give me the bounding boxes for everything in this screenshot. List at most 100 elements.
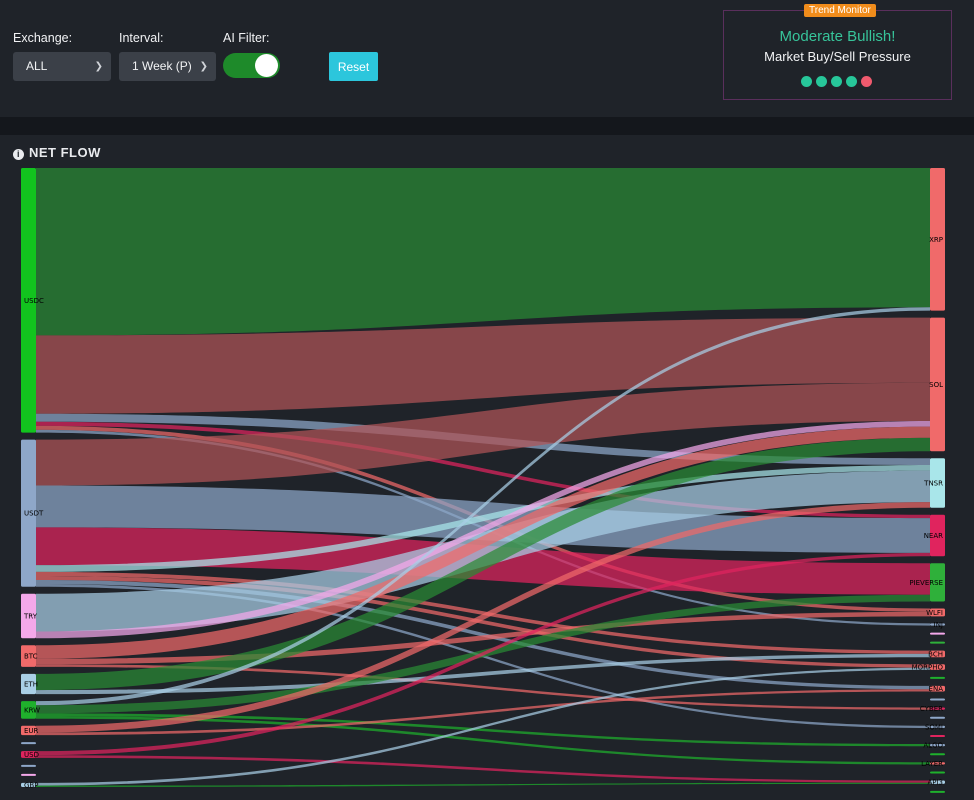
source-node-unlabeled[interactable]	[21, 764, 36, 767]
target-node-algo[interactable]	[930, 744, 945, 747]
ai-filter-toggle[interactable]	[223, 53, 280, 78]
flow-btc-cyber[interactable]	[36, 664, 930, 710]
flow-usd-near[interactable]	[36, 552, 930, 756]
source-node-try[interactable]	[21, 593, 36, 639]
flow-krw-algo[interactable]	[36, 713, 930, 747]
target-node-near[interactable]	[930, 514, 945, 557]
interval-label: Interval:	[119, 31, 164, 45]
flow-usdc-near[interactable]	[36, 421, 930, 519]
pressure-dot	[861, 76, 872, 87]
trend-subtitle: Market Buy/Sell Pressure	[764, 49, 911, 64]
target-node-unlabeled[interactable]	[930, 771, 945, 774]
source-node-krw[interactable]	[21, 701, 36, 719]
node-label: SOMI	[925, 723, 943, 731]
flow-eth-sol[interactable]	[36, 437, 930, 691]
target-node-unlabeled[interactable]	[930, 641, 945, 644]
flow-nodes: USDC USDT TRY BTC ETH KRW EUR USD GBP XRP SOL TNSR N…	[21, 168, 945, 793]
node-label: INJ	[934, 621, 943, 629]
node-label: ENA	[929, 685, 944, 693]
flow-krw-layer[interactable]	[36, 716, 930, 765]
target-node-unlabeled[interactable]	[930, 632, 945, 635]
flow-btc-wlfi[interactable]	[36, 611, 930, 665]
source-node-unlabeled[interactable]	[21, 742, 36, 745]
flow-usdt-sol[interactable]	[36, 382, 930, 486]
flow-usdc-xrp[interactable]	[36, 168, 930, 336]
flow-usdt-bch[interactable]	[36, 571, 930, 654]
source-node-usdt[interactable]	[21, 439, 36, 587]
source-node-gbp[interactable]	[21, 782, 36, 787]
target-node-pieverse[interactable]	[930, 563, 945, 602]
flow-try-sol[interactable]	[36, 420, 930, 639]
node-label: ETH	[24, 681, 38, 689]
node-label: USDT	[24, 510, 44, 518]
interval-select[interactable]: 1 Week (P) ❯	[119, 52, 216, 81]
flow-eth-bch[interactable]	[36, 653, 930, 695]
target-node-bch[interactable]	[930, 650, 945, 658]
exchange-select-value: ALL	[26, 59, 48, 73]
node-label: LAYER	[921, 760, 943, 768]
panel-title-text: NET FLOW	[29, 145, 101, 160]
chevron-down-icon: ❯	[94, 61, 103, 72]
node-label: XRP	[929, 236, 943, 244]
source-node-usdc[interactable]	[21, 168, 36, 433]
node-label: API3	[927, 779, 943, 787]
node-label: USD	[24, 751, 39, 759]
pressure-dot	[831, 76, 842, 87]
target-node-wlfi[interactable]	[930, 608, 945, 617]
target-node-unlabeled[interactable]	[930, 790, 945, 793]
flow-krw-xrp[interactable]	[36, 307, 930, 706]
trend-title: Moderate Bullish!	[779, 28, 896, 45]
target-node-unlabeled[interactable]	[930, 698, 945, 701]
target-node-sol[interactable]	[930, 317, 945, 452]
flow-usdt-tnsr[interactable]	[36, 465, 930, 572]
flow-gbp-api3[interactable]	[36, 782, 930, 787]
flow-gbp-morpho[interactable]	[36, 667, 930, 786]
node-label: PIEVERSE	[909, 579, 943, 587]
target-node-unlabeled[interactable]	[930, 676, 945, 679]
node-label: EUR	[24, 727, 39, 735]
source-node-eur[interactable]	[21, 725, 36, 736]
target-node-ena[interactable]	[930, 685, 945, 692]
flow-usdc-sol[interactable]	[36, 317, 930, 414]
flow-usd-api3[interactable]	[36, 755, 930, 783]
info-icon[interactable]: i	[13, 149, 24, 160]
node-label: ALGO	[923, 742, 943, 750]
target-node-inj[interactable]	[930, 623, 945, 626]
target-node-tnsr[interactable]	[930, 458, 945, 508]
flow-eur-tnsr[interactable]	[36, 502, 930, 733]
target-node-unlabeled[interactable]	[930, 735, 945, 738]
panel-title: i NET FLOW	[13, 145, 101, 160]
node-label: CYBER	[920, 705, 943, 713]
flow-btc-sol[interactable]	[36, 426, 930, 659]
target-node-unlabeled[interactable]	[930, 716, 945, 719]
ai-filter-label: AI Filter:	[223, 31, 270, 45]
target-node-xrp[interactable]	[930, 168, 945, 311]
exchange-label: Exchange:	[13, 31, 73, 45]
flow-usdt-morpho[interactable]	[36, 575, 930, 668]
target-node-cyber[interactable]	[930, 707, 945, 710]
source-node-usd[interactable]	[21, 751, 36, 758]
flow-usdt-ena[interactable]	[36, 580, 930, 690]
node-label: WLFI	[926, 609, 943, 617]
pressure-dot	[801, 76, 812, 87]
toggle-knob	[255, 54, 278, 77]
node-label: GBP	[24, 781, 38, 789]
source-node-unlabeled[interactable]	[21, 773, 36, 776]
source-node-eth[interactable]	[21, 673, 36, 695]
reset-button[interactable]: Reset	[329, 52, 378, 81]
flow-eur-ena[interactable]	[36, 689, 930, 736]
node-label: NEAR	[924, 532, 943, 540]
target-node-somi[interactable]	[930, 725, 945, 729]
source-node-btc[interactable]	[21, 645, 36, 667]
node-label: TRY	[23, 613, 38, 621]
exchange-select[interactable]: ALL ❯	[13, 52, 111, 81]
target-node-morpho[interactable]	[930, 664, 945, 670]
target-node-api3[interactable]	[930, 780, 945, 784]
pressure-dots	[801, 74, 876, 92]
chevron-down-icon: ❯	[199, 61, 208, 72]
target-node-layer[interactable]	[930, 762, 945, 765]
flow-try-tnsr[interactable]	[36, 470, 930, 632]
node-label: USDC	[24, 297, 44, 305]
target-node-unlabeled[interactable]	[930, 753, 945, 756]
